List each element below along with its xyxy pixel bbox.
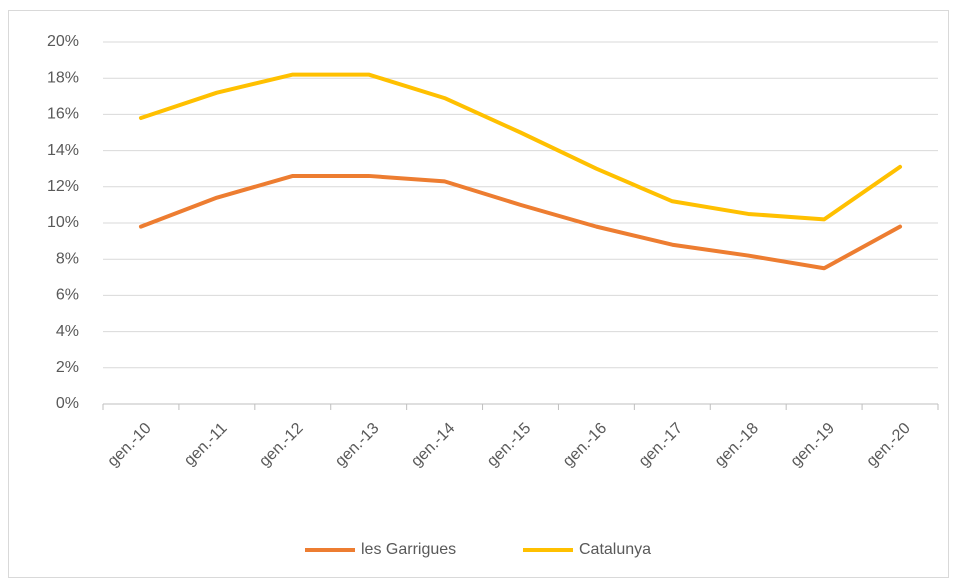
chart-frame [8, 10, 949, 578]
y-tick-label: 2% [56, 359, 79, 376]
y-tick-label: 12% [47, 178, 79, 195]
y-tick-label: 16% [47, 106, 79, 123]
line-series [138, 173, 903, 271]
y-tick-label: 20% [47, 33, 79, 50]
legend-label: Catalunya [579, 541, 651, 558]
y-tick-label: 10% [47, 214, 79, 231]
line-series [138, 72, 903, 222]
y-tick-label: 18% [47, 69, 79, 86]
y-tick-label: 8% [56, 250, 79, 267]
y-tick-label: 14% [47, 142, 79, 159]
legend-label: les Garrigues [361, 541, 456, 558]
y-tick-label: 4% [56, 323, 79, 340]
y-tick-label: 6% [56, 287, 79, 304]
y-tick-label: 0% [56, 395, 79, 412]
